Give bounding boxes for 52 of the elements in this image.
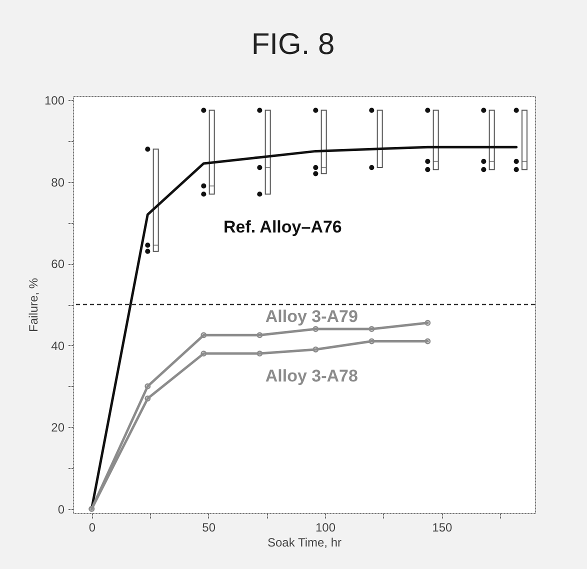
point: [257, 165, 262, 170]
point: [514, 108, 519, 113]
y-tick-label: 80: [51, 175, 65, 190]
point: [200, 350, 207, 357]
point: [313, 171, 318, 176]
y-tick-label: 20: [51, 420, 65, 435]
y-tick-label: 100: [44, 94, 65, 108]
point: [312, 326, 319, 332]
series-label: Alloy 3-A79: [265, 307, 358, 326]
y-tick-label: 40: [51, 338, 65, 353]
point: [369, 165, 374, 170]
point: [144, 396, 151, 402]
point: [312, 346, 319, 352]
x-tick-label: 0: [88, 520, 96, 534]
x-tick-label: 50: [202, 520, 216, 534]
point: [481, 108, 486, 113]
point: [514, 158, 519, 164]
y-tick-label: 60: [51, 257, 65, 272]
chart-title: FIG. 8: [251, 28, 335, 62]
point: [201, 108, 206, 113]
point: [145, 242, 150, 248]
point: [425, 167, 430, 172]
x-axis-title: Soak Time, hr: [267, 536, 342, 550]
point: [257, 192, 262, 197]
point: [201, 192, 206, 197]
x-tick-label: 100: [315, 520, 336, 534]
point: [200, 332, 207, 338]
point: [424, 320, 431, 326]
point: [481, 167, 486, 172]
point: [368, 326, 375, 332]
point: [313, 165, 318, 170]
point: [369, 108, 374, 113]
point: [145, 248, 150, 254]
point: [201, 183, 206, 188]
point: [368, 338, 375, 344]
point: [424, 338, 431, 344]
y-axis-title: Failure, %: [26, 278, 40, 332]
point: [144, 383, 151, 390]
series-label: Alloy 3-A78: [265, 366, 358, 386]
point: [145, 146, 150, 152]
point: [425, 158, 430, 164]
x-tick-label: 150: [432, 520, 452, 534]
point: [481, 158, 486, 164]
point: [256, 332, 263, 338]
line-series: [90, 146, 518, 510]
point: [257, 108, 262, 113]
point: [313, 108, 318, 113]
y-tick-label: 0: [58, 502, 65, 516]
text: Ref. Alloy–A76: [223, 217, 342, 236]
point: [256, 350, 263, 357]
point: [425, 108, 430, 113]
point: [514, 167, 519, 172]
